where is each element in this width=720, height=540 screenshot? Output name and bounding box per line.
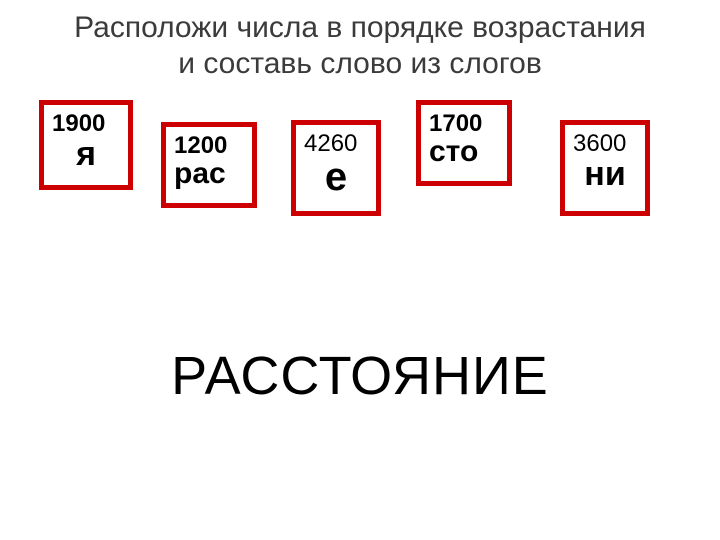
- syllable-card: 3600ни: [560, 120, 650, 216]
- instruction-line-1: Расположи числа в порядке возрастания: [74, 11, 646, 44]
- instruction-line-2: и составь слово из слогов: [178, 47, 542, 80]
- card-syllable: ни: [573, 157, 637, 191]
- card-syllable: рас: [174, 159, 244, 189]
- answer-word: РАССТОЯНИЕ: [0, 345, 720, 407]
- syllable-card: 1700сто: [416, 100, 512, 186]
- card-number: 1700: [429, 111, 499, 137]
- card-number: 1200: [174, 133, 244, 159]
- card-syllable: я: [52, 137, 120, 171]
- card-syllable: сто: [429, 137, 499, 167]
- card-syllable: е: [304, 157, 368, 197]
- card-number: 3600: [573, 131, 637, 157]
- syllable-card: 1900я: [39, 100, 133, 190]
- syllable-card: 4260е: [291, 120, 381, 216]
- card-number: 4260: [304, 131, 368, 157]
- syllable-card: 1200рас: [161, 122, 257, 208]
- card-number: 1900: [52, 111, 120, 137]
- instruction-title: Расположи числа в порядке возрастания и …: [0, 10, 720, 82]
